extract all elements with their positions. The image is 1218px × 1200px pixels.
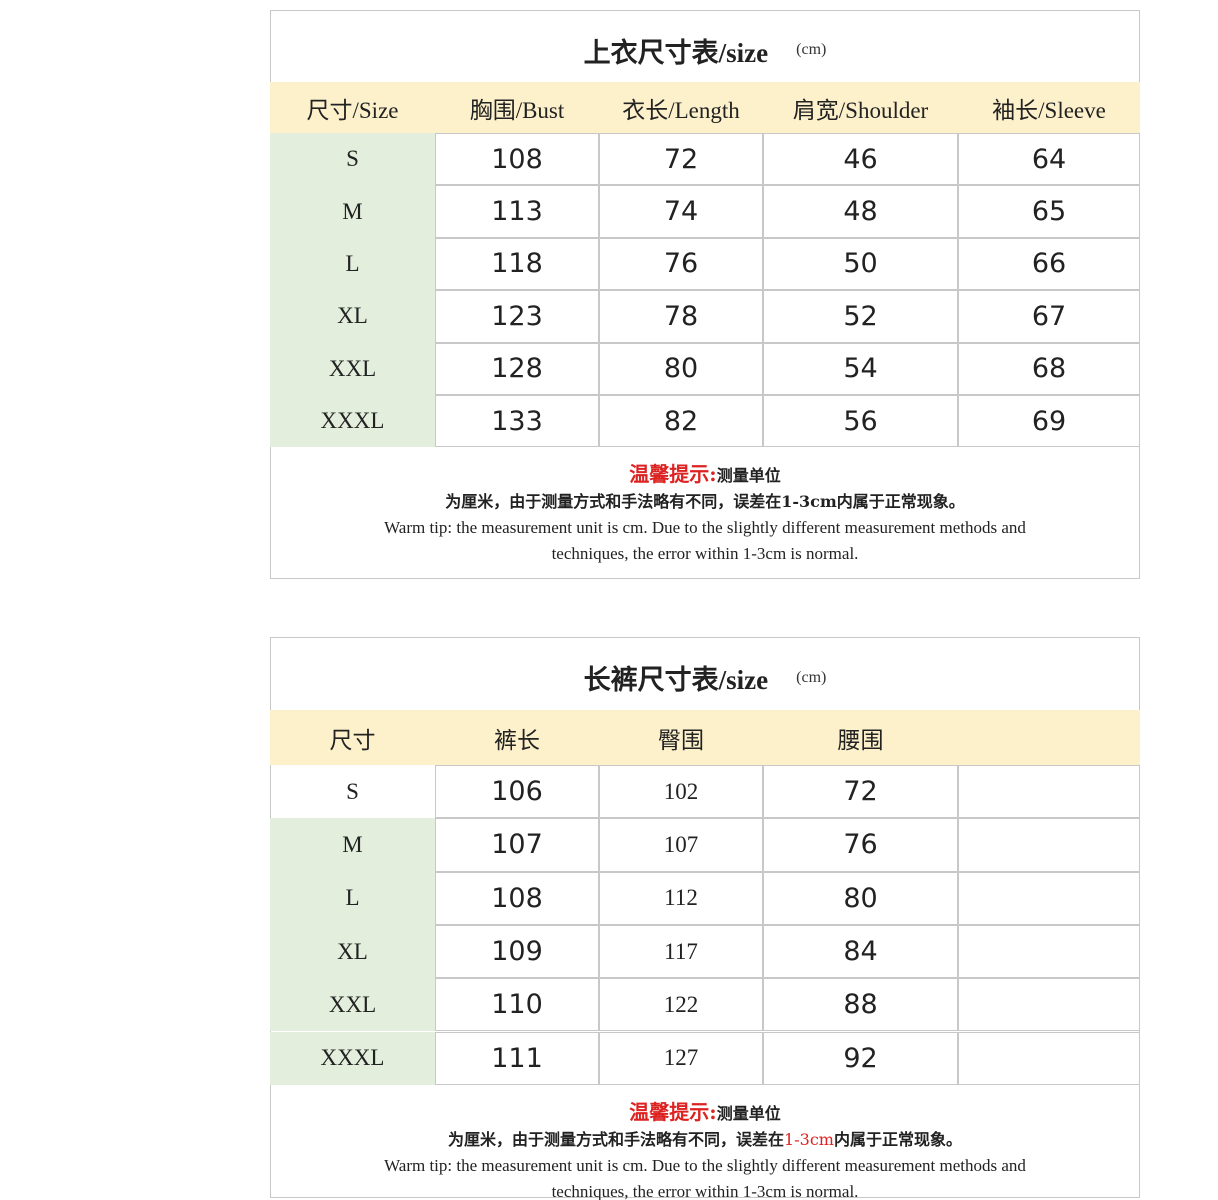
value-cell: 106 [435, 765, 599, 819]
table-title: 长裤尺寸表/size (cm) [270, 637, 1140, 710]
tip-english: techniques, the error within 1-3cm is no… [551, 544, 859, 564]
value-cell: 107 [599, 818, 763, 872]
value-cell: 80 [599, 342, 763, 395]
header-cell: 裤长 [494, 727, 540, 753]
value-cell: 84 [763, 924, 958, 979]
value-cell: 52 [763, 290, 958, 343]
tip-english: Warm tip: the measurement unit is cm. Du… [384, 1155, 1026, 1175]
header-cell: 肩宽/Shoulder [792, 97, 929, 123]
value-cell: 107 [435, 818, 599, 872]
value-cell: 72 [763, 765, 958, 819]
value-cell [958, 1031, 1140, 1085]
value-cell: 66 [958, 237, 1140, 291]
value-cell: 127 [599, 1031, 763, 1085]
value-cell: 48 [763, 185, 958, 238]
tip-text: 1-3cm [781, 492, 837, 512]
header-cell: 尺寸 [329, 727, 376, 753]
value-cell: 54 [763, 342, 958, 395]
value-cell: 46 [763, 133, 958, 186]
tip-line: 温馨提示:测量单位 [270, 1099, 1140, 1127]
value-cell [958, 818, 1140, 872]
value-cell: 112 [599, 871, 763, 925]
value-cell: 92 [763, 1031, 958, 1085]
value-cell [958, 871, 1140, 925]
size-cell: L [270, 871, 435, 925]
title-text: 上衣尺寸表/size [583, 37, 769, 68]
value-cell: 65 [958, 185, 1140, 238]
header-cell: 胸围/Bust [469, 97, 565, 123]
size-cell: L [270, 237, 435, 291]
value-cell: 74 [599, 185, 763, 238]
header-cell: 腰围 [837, 727, 884, 753]
header-cell: 袖长/Sleeve [992, 97, 1106, 123]
value-cell: 68 [958, 342, 1140, 395]
value-cell [958, 924, 1140, 979]
value-cell: 102 [599, 765, 763, 819]
tip-text: 测量单位 [716, 466, 781, 486]
value-cell: 56 [763, 395, 958, 448]
tip-text: 为厘米，由于测量方式和手法略有不同，误差在 [445, 492, 782, 512]
tip-english: techniques, the error within 1-3cm is no… [551, 1181, 859, 1200]
value-cell: 88 [763, 978, 958, 1032]
tip-text: 测量单位 [716, 1103, 781, 1123]
size-cell: M [270, 818, 435, 872]
value-cell: 133 [435, 395, 599, 448]
unit: (cm) [796, 41, 827, 58]
size-cell: XXXL [270, 1031, 435, 1085]
value-cell: 69 [958, 395, 1140, 448]
value-cell: 80 [763, 871, 958, 925]
size-cell: XL [270, 924, 435, 979]
value-cell: 72 [599, 133, 763, 186]
value-cell: 76 [763, 818, 958, 872]
value-cell: 113 [435, 185, 599, 238]
value-cell: 108 [435, 133, 599, 186]
value-cell: 109 [435, 924, 599, 979]
size-cell: XXL [270, 978, 435, 1032]
size-cell: M [270, 185, 435, 238]
size-cell: XXL [270, 342, 435, 395]
value-cell: 111 [435, 1031, 599, 1085]
tip-label: 温馨提示: [629, 462, 717, 487]
value-cell: 117 [599, 924, 763, 979]
value-cell: 82 [599, 395, 763, 448]
tip-text: 内属于正常现象。 [836, 492, 965, 512]
header-cell: 尺寸/Size [306, 97, 399, 123]
header-row [270, 82, 1140, 133]
value-cell: 110 [435, 978, 599, 1032]
tip-text: 内属于正常现象。 [833, 1129, 962, 1149]
tip: 温馨提示:测量单位 为厘米，由于测量方式和手法略有不同，误差在1-3cm内属于正常… [270, 447, 1140, 579]
value-cell: 118 [435, 237, 599, 291]
tip-line: 为厘米，由于测量方式和手法略有不同，误差在1-3cm内属于正常现象。 [270, 489, 1140, 515]
tip-line: 为厘米，由于测量方式和手法略有不同，误差在1-3cm内属于正常现象。 [270, 1127, 1140, 1153]
unit: (cm) [796, 668, 827, 686]
value-cell: 64 [958, 133, 1140, 186]
size-cell: S [270, 133, 435, 186]
size-cell: XXXL [270, 395, 435, 448]
header-row [270, 710, 1140, 765]
tip-label: 温馨提示: [629, 1099, 717, 1124]
tip-line: 温馨提示:测量单位 [270, 461, 1140, 489]
value-cell: 122 [599, 978, 763, 1032]
header-cell: 衣长/Length [622, 97, 740, 123]
size-cell: XL [270, 290, 435, 343]
value-cell [958, 765, 1140, 819]
tip-text: 为厘米，由于测量方式和手法略有不同，误差在 [448, 1129, 785, 1149]
value-cell: 108 [435, 871, 599, 925]
tip-english: Warm tip: the measurement unit is cm. Du… [384, 518, 1026, 538]
title-text: 长裤尺寸表/size [583, 665, 769, 695]
value-cell: 128 [435, 342, 599, 395]
size-cell: S [346, 778, 359, 804]
table-title: 上衣尺寸表/size (cm) [270, 10, 1140, 82]
header-cell: 臀围 [658, 727, 704, 753]
tip-text: 1-3cm [784, 1129, 834, 1149]
value-cell: 123 [435, 290, 599, 343]
value-cell: 67 [958, 290, 1140, 343]
value-cell: 76 [599, 237, 763, 291]
value-cell [958, 978, 1140, 1032]
tip: 温馨提示:测量单位 为厘米，由于测量方式和手法略有不同，误差在1-3cm内属于正常… [270, 1085, 1140, 1200]
value-cell: 50 [763, 237, 958, 291]
value-cell: 78 [599, 290, 763, 343]
